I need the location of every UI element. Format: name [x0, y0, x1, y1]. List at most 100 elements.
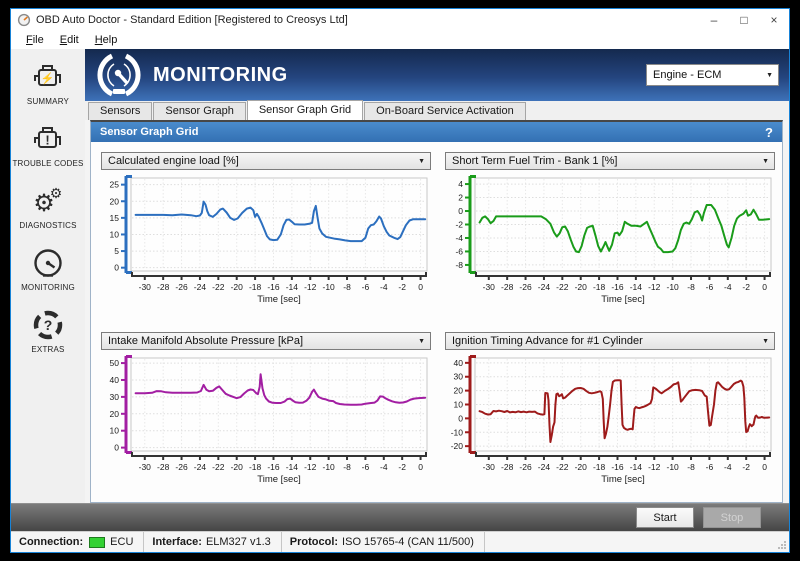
- chart-card-fuel-trim: Short Term Fuel Trim - Bank 1 [%] ▼ -8 -6…: [445, 152, 775, 316]
- svg-text:-26: -26: [175, 462, 188, 472]
- module-select-value: Engine - ECM: [653, 69, 722, 81]
- sidebar-item-extras[interactable]: ? EXTRAS: [31, 307, 65, 354]
- sidebar-item-summary[interactable]: ⚡ SUMMARY: [27, 59, 69, 106]
- tab-sensors[interactable]: Sensors: [88, 102, 153, 120]
- svg-text:-12: -12: [648, 462, 661, 472]
- close-icon[interactable]: ×: [770, 13, 778, 27]
- svg-text:10: 10: [110, 229, 120, 239]
- svg-text:-16: -16: [267, 462, 280, 472]
- page-title: MONITORING: [153, 63, 288, 86]
- svg-text:Time [sec]: Time [sec]: [601, 294, 644, 305]
- sidebar-item-trouble-codes[interactable]: ! TROUBLE CODES: [12, 121, 83, 168]
- svg-text:-10: -10: [322, 462, 335, 472]
- start-button[interactable]: Start: [636, 507, 694, 528]
- speedometer-icon: [97, 53, 141, 97]
- svg-text:-20: -20: [451, 441, 464, 451]
- svg-text:Time [sec]: Time [sec]: [257, 474, 300, 485]
- sensor-select-0[interactable]: Calculated engine load [%] ▼: [101, 152, 431, 170]
- sidebar-item-diagnostics[interactable]: ⚙ ⚙ DIAGNOSTICS: [19, 183, 76, 230]
- svg-text:-8: -8: [343, 282, 351, 292]
- svg-text:-24: -24: [194, 462, 207, 472]
- protocol-status: Protocol: ISO 15765-4 (CAN 11/500): [282, 532, 485, 552]
- svg-text:-24: -24: [538, 282, 551, 292]
- svg-text:-12: -12: [304, 282, 317, 292]
- tab-sensor-graph[interactable]: Sensor Graph: [153, 102, 246, 120]
- svg-text:-10: -10: [666, 282, 679, 292]
- svg-text:-20: -20: [575, 462, 588, 472]
- svg-text:-6: -6: [362, 462, 370, 472]
- svg-text:-6: -6: [706, 282, 714, 292]
- svg-text:0: 0: [114, 263, 119, 273]
- sensor-select-2[interactable]: Intake Manifold Absolute Pressure [kPa] …: [101, 332, 431, 350]
- svg-text:-4: -4: [724, 282, 732, 292]
- svg-text:-10: -10: [666, 462, 679, 472]
- app-gauge-icon: [17, 13, 31, 27]
- sensor-select-3[interactable]: Ignition Timing Advance for #1 Cylinder …: [445, 332, 775, 350]
- status-bar: Connection: ECU Interface: ELM327 v1.3 P…: [11, 531, 789, 552]
- minimize-icon[interactable]: –: [710, 13, 718, 27]
- svg-text:-20: -20: [231, 282, 244, 292]
- svg-text:0: 0: [418, 462, 423, 472]
- svg-text:-18: -18: [593, 282, 606, 292]
- svg-text:-2: -2: [455, 220, 463, 230]
- sensor-select-2-value: Intake Manifold Absolute Pressure [kPa]: [108, 335, 304, 347]
- svg-text:-30: -30: [483, 462, 496, 472]
- svg-text:-2: -2: [742, 282, 750, 292]
- svg-text:-4: -4: [455, 233, 463, 243]
- help-icon[interactable]: ?: [765, 124, 773, 140]
- chevron-down-icon: ▼: [418, 157, 425, 165]
- stop-button: Stop: [703, 507, 761, 528]
- svg-text:-16: -16: [611, 462, 624, 472]
- svg-text:40: 40: [454, 358, 464, 368]
- chevron-down-icon: ▼: [418, 337, 425, 345]
- svg-text:⚙: ⚙: [33, 190, 55, 217]
- maximize-icon[interactable]: □: [740, 13, 748, 27]
- svg-text:-4: -4: [724, 462, 732, 472]
- sensor-select-0-value: Calculated engine load [%]: [108, 155, 239, 167]
- svg-text:-26: -26: [519, 462, 532, 472]
- svg-text:10: 10: [454, 400, 464, 410]
- svg-text:-8: -8: [687, 282, 695, 292]
- menu-help[interactable]: Help: [94, 34, 118, 46]
- tab-onboard-service-activation[interactable]: On-Board Service Activation: [364, 102, 526, 120]
- svg-text:-28: -28: [501, 462, 514, 472]
- svg-text:Time [sec]: Time [sec]: [601, 474, 644, 485]
- svg-text:-6: -6: [455, 246, 463, 256]
- interface-label: Interface:: [152, 536, 202, 548]
- gauge-icon: [31, 245, 65, 281]
- svg-text:-20: -20: [231, 462, 244, 472]
- svg-text:-10: -10: [322, 282, 335, 292]
- question-badge-icon: ?: [31, 307, 65, 343]
- chart-card-intake-pressure: Intake Manifold Absolute Pressure [kPa] …: [101, 332, 431, 496]
- svg-text:30: 30: [110, 392, 120, 402]
- svg-text:15: 15: [110, 213, 120, 223]
- svg-text:-10: -10: [451, 427, 464, 437]
- tab-sensor-graph-grid[interactable]: Sensor Graph Grid: [246, 100, 364, 120]
- sensor-select-1[interactable]: Short Term Fuel Trim - Bank 1 [%] ▼: [445, 152, 775, 170]
- svg-text:20: 20: [110, 196, 120, 206]
- sidebar-item-label: DIAGNOSTICS: [19, 221, 77, 230]
- sidebar-item-monitoring[interactable]: MONITORING: [21, 245, 75, 292]
- sidebar-item-label: SUMMARY: [26, 97, 70, 106]
- chart-card-engine-load: Calculated engine load [%] ▼ 0 5 10 15 20 25 -…: [101, 152, 431, 316]
- menu-edit[interactable]: Edit: [59, 34, 79, 46]
- menu-file[interactable]: File: [26, 34, 44, 46]
- svg-text:-22: -22: [212, 282, 225, 292]
- svg-text:-28: -28: [157, 462, 170, 472]
- connection-status: Connection: ECU: [11, 532, 145, 552]
- module-select[interactable]: Engine - ECM ▼: [646, 64, 779, 86]
- svg-text:-18: -18: [249, 462, 262, 472]
- svg-text:-8: -8: [343, 462, 351, 472]
- svg-text:-16: -16: [267, 282, 280, 292]
- svg-text:-22: -22: [212, 462, 225, 472]
- resize-grip-icon[interactable]: [778, 541, 787, 550]
- svg-text:30: 30: [454, 372, 464, 382]
- app-window: OBD Auto Doctor - Standard Edition [Regi…: [10, 8, 790, 553]
- svg-text:-12: -12: [304, 462, 317, 472]
- svg-text:0: 0: [458, 206, 463, 216]
- main-area: ⚡ SUMMARY ! TRO: [11, 49, 789, 503]
- chart-grid: Calculated engine load [%] ▼ 0 5 10 15 20 25-…: [91, 142, 782, 502]
- sidebar: ⚡ SUMMARY ! TRO: [11, 49, 85, 503]
